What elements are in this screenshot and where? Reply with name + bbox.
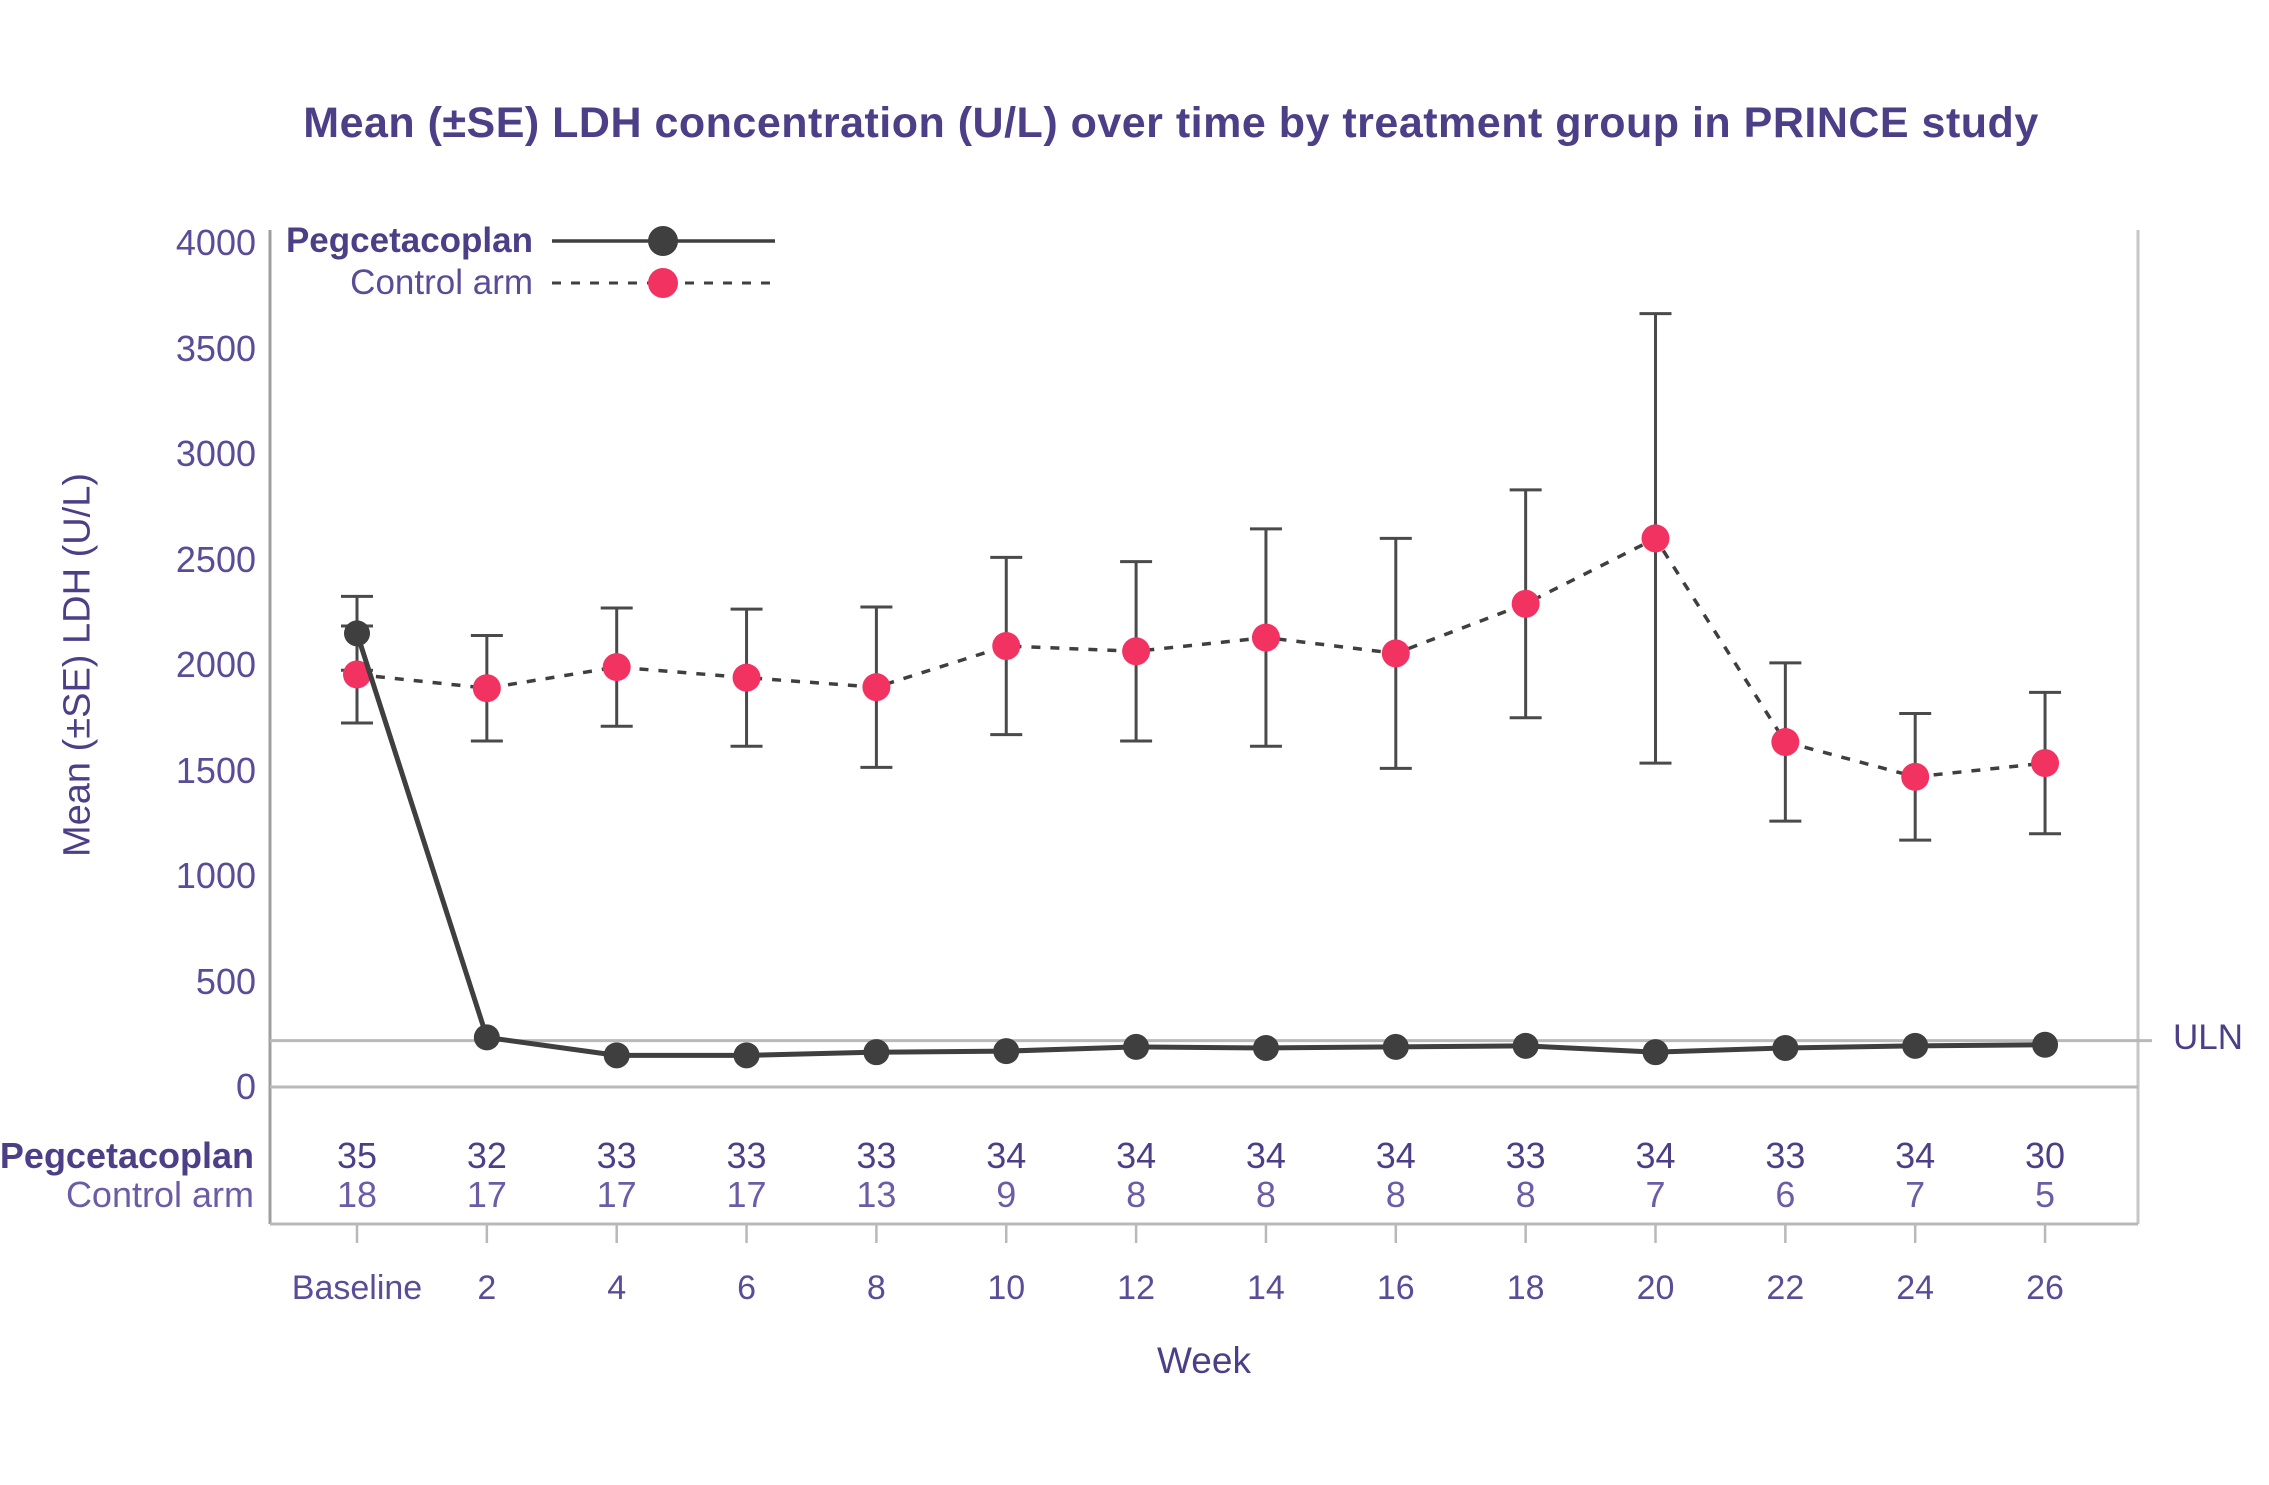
table-cell-pegcetacoplan-n: 30: [2025, 1135, 2066, 1176]
y-tick-label: 1500: [175, 749, 256, 791]
x-tick-label: 20: [1636, 1269, 1675, 1307]
table-cell-pegcetacoplan-n: 34: [1116, 1135, 1157, 1176]
control-arm-point: [1511, 589, 1540, 618]
y-axis-title-text: Mean (±SE) LDH (U/L): [56, 472, 99, 858]
table-cell-control-arm-n: 6: [1775, 1174, 1796, 1215]
x-tick-label: 24: [1896, 1269, 1935, 1307]
x-tick-label: 8: [866, 1269, 886, 1307]
pegcetacoplan-point: [1772, 1034, 1799, 1061]
table-cell-pegcetacoplan-n: 34: [1895, 1135, 1936, 1176]
x-tick-label: 2: [477, 1269, 497, 1307]
pegcetacoplan-point: [1642, 1039, 1669, 1066]
table-cell-pegcetacoplan-n: 34: [1245, 1135, 1286, 1176]
x-tick-label: 6: [737, 1269, 756, 1307]
pegcetacoplan-point: [863, 1039, 890, 1066]
control-arm-point: [732, 663, 761, 692]
table-cell-control-arm-n: 8: [1515, 1174, 1536, 1215]
y-tick-label: 1000: [175, 855, 256, 896]
table-cell-pegcetacoplan-n: 33: [596, 1135, 637, 1176]
pegcetacoplan-point: [1123, 1033, 1150, 1060]
table-cell-pegcetacoplan-n: 34: [1635, 1135, 1676, 1176]
table-cell-control-arm-n: 17: [596, 1174, 637, 1215]
pegcetacoplan-point: [1252, 1034, 1279, 1061]
table-cell-control-arm-n: 9: [996, 1174, 1017, 1215]
table-cell-pegcetacoplan-n: 33: [856, 1135, 897, 1176]
table-row-label-control-arm: Control arm: [65, 1174, 254, 1215]
legend-dot-pegcetacoplan: [648, 226, 678, 256]
table-cell-pegcetacoplan-n: 34: [986, 1135, 1027, 1176]
control-arm-point: [2031, 749, 2060, 778]
control-arm-point: [602, 653, 631, 682]
control-arm-point: [862, 673, 891, 702]
table-cell-control-arm-n: 7: [1645, 1174, 1666, 1215]
pegcetacoplan-point: [1512, 1032, 1539, 1059]
table-cell-control-arm-n: 13: [856, 1174, 897, 1215]
x-tick-label: 10: [987, 1269, 1026, 1307]
pegcetacoplan-point: [1382, 1033, 1409, 1060]
control-arm-point: [992, 632, 1021, 661]
table-cell-control-arm-n: 5: [2035, 1174, 2056, 1215]
x-tick-label: 18: [1506, 1269, 1545, 1307]
pegcetacoplan-point: [344, 620, 370, 647]
chart-title: Mean (±SE) LDH concentration (U/L) over …: [303, 99, 2039, 147]
x-tick-label: 16: [1376, 1269, 1415, 1307]
y-tick-label: 500: [195, 960, 256, 1002]
uln-reference-label: ULN: [2172, 1018, 2244, 1057]
table-cell-control-arm-n: 8: [1126, 1174, 1147, 1215]
x-tick-label: 22: [1766, 1269, 1805, 1307]
pegcetacoplan-point: [993, 1038, 1020, 1065]
x-tick-label: 14: [1247, 1269, 1285, 1307]
table-cell-pegcetacoplan-n: 35: [336, 1135, 378, 1176]
y-tick-label: 3000: [175, 433, 256, 474]
x-axis-title: Week: [1157, 1340, 1251, 1381]
control-arm-point: [1122, 637, 1151, 666]
pegcetacoplan-point: [1902, 1032, 1929, 1059]
x-tick-label: 4: [607, 1269, 627, 1307]
control-arm-point: [1771, 728, 1800, 757]
pegcetacoplan-point: [603, 1042, 630, 1069]
x-tick-label: Baseline: [291, 1269, 423, 1307]
x-tick-label: 26: [2026, 1269, 2064, 1307]
table-cell-pegcetacoplan-n: 33: [1505, 1135, 1546, 1176]
control-arm-point: [1641, 524, 1670, 553]
control-arm-point: [1381, 639, 1410, 668]
table-cell-control-arm-n: 17: [726, 1174, 767, 1215]
legend-label-control-arm: Control arm: [350, 263, 533, 302]
y-tick-label: 4000: [175, 222, 256, 263]
pegcetacoplan-point: [733, 1042, 760, 1069]
table-cell-pegcetacoplan-n: 33: [726, 1135, 767, 1176]
pegcetacoplan-point: [2032, 1031, 2059, 1058]
table-cell-control-arm-n: 8: [1255, 1174, 1276, 1215]
table-cell-pegcetacoplan-n: 34: [1375, 1135, 1416, 1176]
control-arm-point: [1901, 762, 1930, 791]
table-cell-pegcetacoplan-n: 32: [466, 1135, 507, 1176]
control-arm-point: [343, 660, 371, 689]
table-cell-control-arm-n: 18: [336, 1174, 378, 1215]
pegcetacoplan-point: [473, 1024, 500, 1051]
legend-dot-control-arm: [648, 268, 678, 298]
y-tick-label: 3500: [175, 327, 256, 369]
control-arm-point: [1251, 623, 1280, 652]
table-cell-control-arm-n: 8: [1385, 1174, 1406, 1215]
pegcetacoplan-line: [354, 632, 2046, 1058]
table-cell-control-arm-n: 7: [1905, 1174, 1926, 1215]
x-tick-label: 12: [1117, 1269, 1155, 1307]
table-cell-pegcetacoplan-n: 33: [1765, 1135, 1806, 1176]
table-cell-control-arm-n: 17: [466, 1174, 507, 1215]
control-arm-point: [472, 674, 501, 703]
y-tick-label: 2500: [175, 538, 256, 580]
table-row-label-pegcetacoplan: Pegcetacoplan: [0, 1135, 254, 1176]
y-tick-label: 2000: [175, 644, 256, 685]
y-tick-label: 0: [235, 1066, 256, 1107]
legend-label-pegcetacoplan: Pegcetacoplan: [285, 221, 533, 260]
